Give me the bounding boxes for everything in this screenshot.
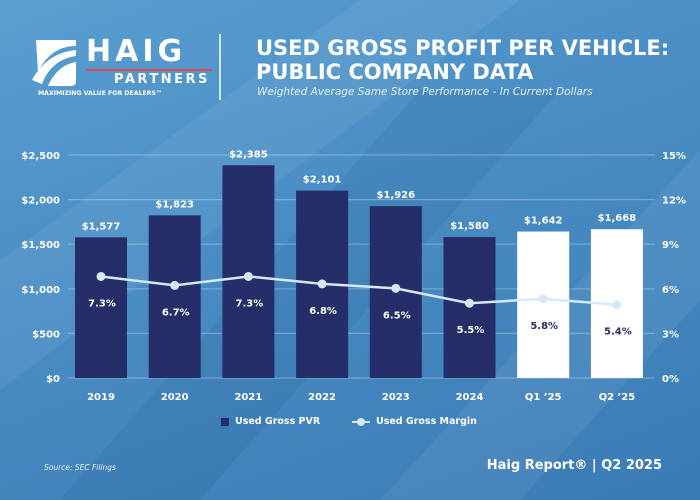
bars	[75, 165, 643, 378]
x-tick-label: Q2 ’25	[599, 392, 636, 403]
margin-point	[317, 279, 327, 289]
legend-bar-swatch-icon	[221, 417, 229, 426]
margin-point	[96, 271, 106, 281]
bar-value-label: $2,385	[229, 149, 268, 160]
margin-point	[612, 300, 622, 310]
y-right-tick-label: 0%	[662, 374, 679, 385]
y-right-tick-label: 9%	[662, 240, 679, 251]
y-right-tick-label: 12%	[662, 196, 686, 207]
y-axis-left: $0 $500 $1,000 $1,500 $2,000 $2,500	[21, 151, 60, 385]
margin-value-label: 5.4%	[604, 327, 632, 338]
logo-mark-icon	[32, 40, 76, 86]
bar-value-label: $1,668	[598, 213, 637, 224]
margin-point	[391, 283, 401, 293]
page-subtitle: Weighted Average Same Store Performance …	[257, 86, 593, 98]
y-left-tick-label: $2,000	[21, 196, 60, 207]
margin-line-path	[100, 275, 618, 306]
legend-item-margin: Used Gross Margin	[352, 416, 477, 427]
margin-line	[96, 271, 622, 310]
x-tick-label: 2023	[382, 392, 410, 403]
y-right-tick-label: 3%	[662, 329, 679, 340]
x-axis: 2019 2020 2021 2022 2023 2024 Q1 ’25 Q2 ’25	[87, 392, 635, 403]
x-tick-label: 2021	[234, 392, 262, 403]
bar-value-labels: $1,577 $1,823 $2,385 $2,101 $1,926 $1,580 $1,6…	[82, 149, 637, 232]
margin-value-label: 6.7%	[162, 307, 190, 318]
y-axis-right: 0% 3% 6% 9% 12% 15%	[662, 151, 686, 385]
report-label: Haig Report® | Q2 2025	[486, 458, 662, 473]
bar-value-label: $1,642	[524, 216, 563, 227]
y-left-tick-label: $0	[46, 374, 60, 385]
margin-value-label: 7.3%	[88, 298, 116, 309]
bar-value-label: $1,580	[450, 221, 489, 232]
legend-line-marker-icon	[352, 417, 370, 427]
x-tick-label: Q1 ’25	[525, 392, 562, 403]
margin-value-label: 6.8%	[309, 306, 337, 317]
x-tick-label: 2019	[87, 392, 115, 403]
y-right-tick-label: 15%	[662, 151, 686, 162]
bar-value-label: $1,577	[82, 221, 121, 232]
margin-value-labels: 7.3% 6.7% 7.3% 6.8% 6.5% 5.5% 5.8% 5.4%	[88, 298, 632, 337]
bar-2020	[148, 215, 201, 378]
y-right-tick-label: 6%	[662, 285, 679, 296]
bar-value-label: $1,926	[377, 190, 416, 201]
logo-tagline: MAXIMIZING VALUE FOR DEALERS™	[38, 90, 163, 97]
logo-partners-text: PARTNERS	[114, 72, 210, 87]
haig-partners-logo: HAIG PARTNERS MAXIMIZING VALUE FOR DEALE…	[28, 34, 212, 104]
legend-item-pvr: Used Gross PVR	[221, 416, 320, 427]
margin-value-label: 6.5%	[383, 310, 411, 321]
bar-value-label: $1,823	[155, 199, 194, 210]
y-left-tick-label: $2,500	[21, 151, 60, 162]
logo-accent-line	[86, 69, 212, 71]
title-line-2: PUBLIC COMPANY DATA	[256, 60, 534, 84]
margin-value-label: 5.5%	[457, 325, 485, 336]
margin-value-label: 7.3%	[236, 298, 264, 309]
bar-q1-25	[517, 231, 570, 378]
y-left-tick-label: $1,000	[21, 285, 60, 296]
header-divider	[219, 34, 221, 100]
legend-label-pvr: Used Gross PVR	[235, 416, 321, 427]
bar-value-label: $2,101	[303, 175, 342, 186]
x-tick-label: 2020	[161, 392, 189, 403]
margin-point	[538, 294, 548, 304]
margin-point	[170, 280, 180, 290]
margin-value-label: 5.8%	[530, 321, 558, 332]
x-tick-label: 2024	[456, 392, 484, 403]
bar-2021	[222, 165, 275, 378]
title-line-1: USED GROSS PROFIT PER VEHICLE:	[256, 36, 670, 60]
margin-point	[465, 298, 474, 308]
legend-label-margin: Used Gross Margin	[376, 416, 477, 427]
bar-2019	[75, 237, 127, 378]
page-title: USED GROSS PROFIT PER VEHICLE: PUBLIC CO…	[256, 36, 669, 84]
y-left-tick-label: $500	[32, 329, 60, 340]
logo-haig-text: HAIG	[86, 34, 187, 69]
y-left-tick-label: $1,500	[21, 240, 60, 251]
source-note: Source: SEC Filings	[44, 463, 116, 472]
margin-point	[243, 271, 253, 281]
x-tick-label: 2022	[308, 392, 336, 403]
